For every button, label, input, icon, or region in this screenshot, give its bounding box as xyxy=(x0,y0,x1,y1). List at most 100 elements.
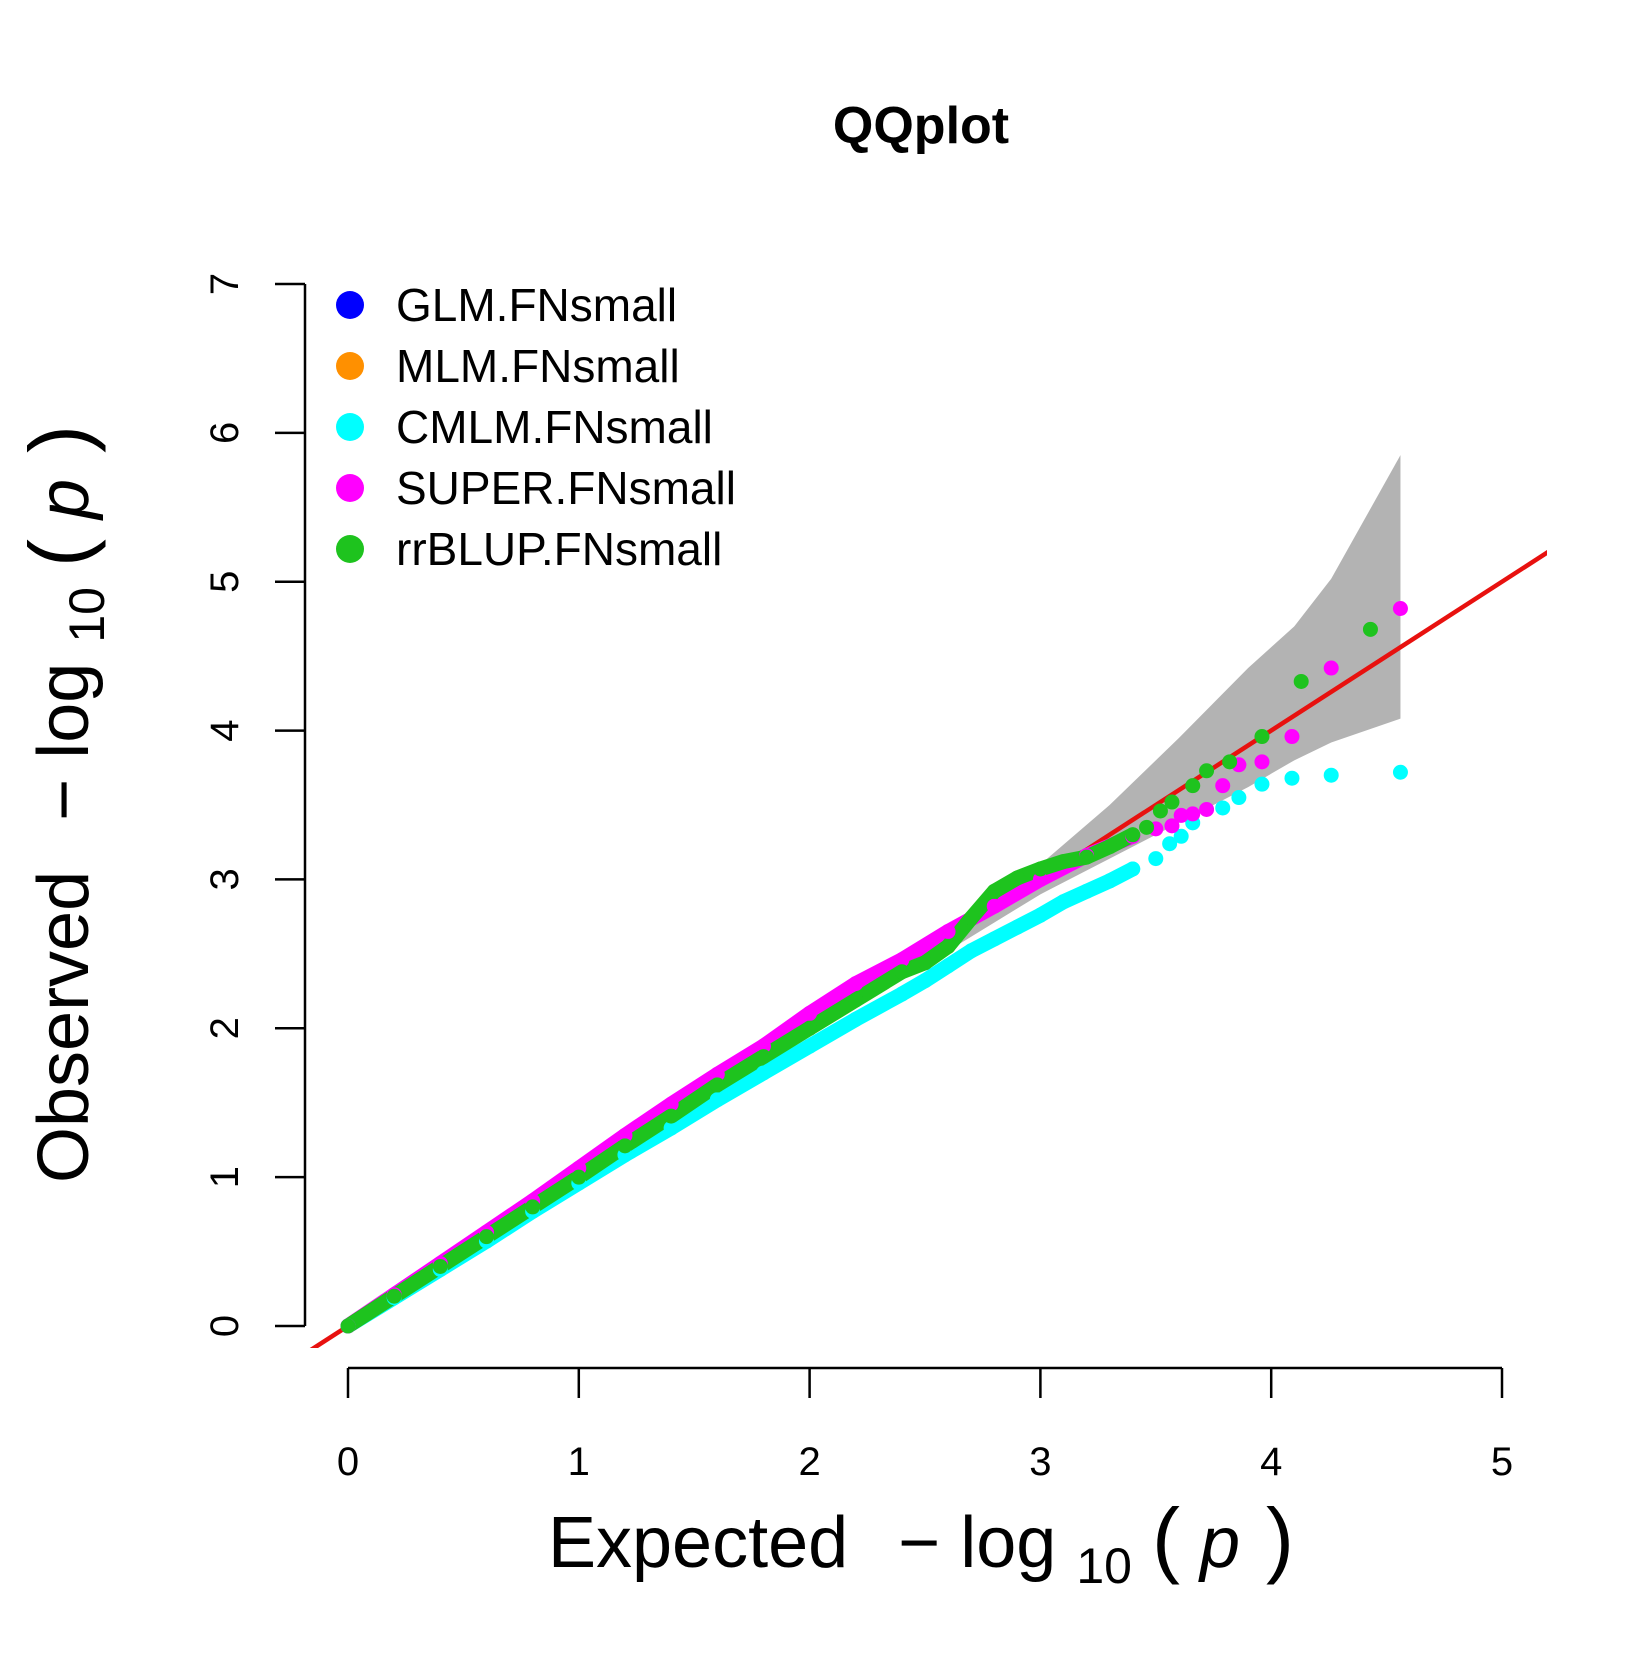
data-point xyxy=(1231,790,1247,806)
data-point xyxy=(1009,919,1025,935)
y-axis-label: Observed − log 10 ( p ) xyxy=(12,425,120,1183)
data-point xyxy=(802,1038,818,1054)
x-axis: 0 1 2 3 4 5 xyxy=(337,1366,1513,1484)
x-axis-label-open: ( xyxy=(1152,1491,1180,1585)
y-tick-label: 1 xyxy=(203,1166,247,1188)
data-point xyxy=(1199,763,1215,779)
data-point xyxy=(1284,770,1300,786)
y-axis-label-sub: 10 xyxy=(59,587,115,643)
legend-marker xyxy=(336,535,364,563)
x-axis-label: Expected − log 10 ( p ) xyxy=(548,1491,1294,1599)
data-point xyxy=(1032,861,1048,877)
y-axis-label-close: ) xyxy=(12,425,106,453)
legend-label: SUPER.FNsmall xyxy=(396,462,736,514)
data-point xyxy=(1055,894,1071,910)
data-point xyxy=(1152,803,1168,819)
data-point xyxy=(1102,873,1118,889)
data-point xyxy=(525,1199,541,1215)
data-point xyxy=(478,1229,494,1245)
data-point xyxy=(1164,818,1180,834)
data-point xyxy=(1199,801,1215,817)
data-point xyxy=(1254,776,1270,792)
y-tick-label: 4 xyxy=(203,719,247,741)
y-tick-label: 5 xyxy=(203,571,247,593)
data-point xyxy=(848,976,864,992)
data-point xyxy=(1362,621,1378,637)
data-point xyxy=(386,1288,402,1304)
data-point xyxy=(1293,673,1309,689)
data-point xyxy=(986,898,1002,914)
data-point xyxy=(1284,729,1300,745)
data-point xyxy=(1254,754,1270,770)
data-point xyxy=(802,1005,818,1021)
x-axis-label-sub: 10 xyxy=(1076,1538,1132,1594)
data-point xyxy=(1392,764,1408,780)
x-tick-label: 5 xyxy=(1491,1440,1513,1484)
data-point xyxy=(709,1092,725,1108)
y-axis-label-prefix: Observed xyxy=(24,871,104,1183)
data-point xyxy=(617,1138,633,1154)
data-point xyxy=(1032,871,1048,887)
data-point xyxy=(848,992,864,1008)
data-point xyxy=(1125,861,1141,877)
x-tick-label: 1 xyxy=(568,1440,590,1484)
x-tick-label: 2 xyxy=(798,1440,820,1484)
y-axis: 0 1 2 3 4 5 6 7 xyxy=(203,273,307,1337)
data-point xyxy=(1055,854,1071,870)
legend-label: rrBLUP.FNsmall xyxy=(396,523,722,575)
data-point xyxy=(894,964,910,980)
y-axis-label-open: ( xyxy=(12,539,106,567)
legend-marker xyxy=(336,352,364,380)
data-point xyxy=(1215,778,1231,794)
data-point xyxy=(755,1049,771,1065)
data-point xyxy=(340,1318,356,1334)
y-axis-label-log: log xyxy=(24,663,104,759)
data-point xyxy=(1164,794,1180,810)
data-point xyxy=(940,924,956,940)
chart-title: QQplot xyxy=(833,97,1009,155)
x-axis-label-close: ) xyxy=(1266,1491,1294,1585)
y-axis-label-minus: − xyxy=(24,779,104,821)
data-point xyxy=(1009,870,1025,886)
legend: GLM.FNsmall MLM.FNsmall CMLM.FNsmall SUPER.… xyxy=(336,279,736,575)
data-point xyxy=(894,952,910,968)
data-point xyxy=(432,1258,448,1274)
y-axis-label-p: p xyxy=(24,479,104,521)
y-tick-label: 3 xyxy=(203,868,247,890)
legend-label: MLM.FNsmall xyxy=(396,340,680,392)
data-point xyxy=(1185,778,1201,794)
data-point xyxy=(663,1096,679,1112)
legend-label: CMLM.FNsmall xyxy=(396,401,713,453)
data-point xyxy=(963,943,979,959)
data-point xyxy=(1148,851,1164,867)
x-tick-label: 4 xyxy=(1260,1440,1282,1484)
data-point xyxy=(1125,827,1141,843)
data-point xyxy=(617,1127,633,1143)
y-tick-label: 7 xyxy=(203,273,247,295)
data-point xyxy=(1222,754,1238,770)
data-point xyxy=(940,958,956,974)
data-point xyxy=(755,1038,771,1054)
data-point xyxy=(663,1108,679,1124)
x-axis-label-log: log xyxy=(960,1503,1056,1583)
y-tick-label: 6 xyxy=(203,422,247,444)
data-point xyxy=(1185,806,1201,822)
x-axis-label-prefix: Expected xyxy=(548,1503,848,1583)
x-axis-label-minus: − xyxy=(898,1503,940,1583)
y-tick-label: 2 xyxy=(203,1017,247,1039)
y-tick-label: 0 xyxy=(203,1315,247,1337)
data-point xyxy=(571,1169,587,1185)
data-point xyxy=(1323,767,1339,783)
data-point xyxy=(1079,883,1095,899)
series-points xyxy=(340,601,1408,1334)
data-point xyxy=(940,938,956,954)
data-point xyxy=(986,883,1002,899)
x-tick-label: 0 xyxy=(337,1440,359,1484)
legend-marker xyxy=(336,474,364,502)
legend-marker xyxy=(336,291,364,319)
data-point xyxy=(709,1077,725,1093)
data-point xyxy=(894,986,910,1002)
data-point xyxy=(1392,601,1408,617)
data-point xyxy=(1102,839,1118,855)
